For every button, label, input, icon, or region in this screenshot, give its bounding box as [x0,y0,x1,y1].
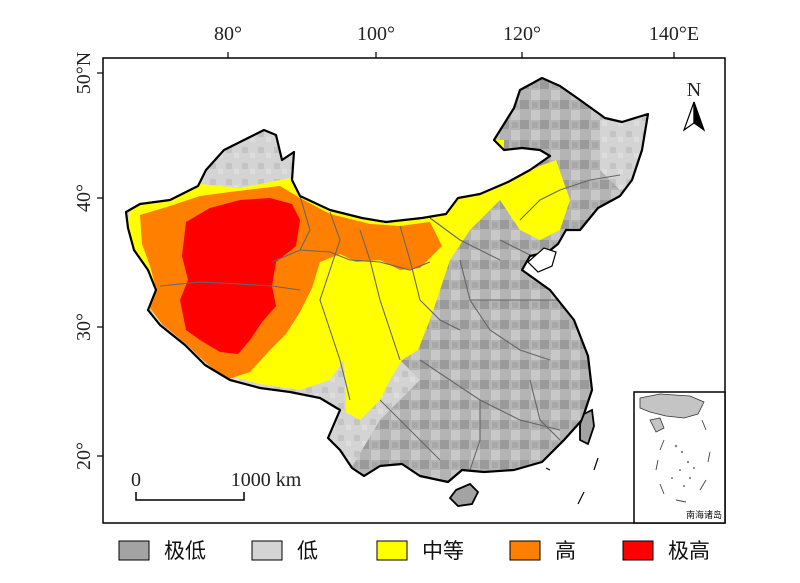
north-arrow: N [682,79,706,132]
china-outline [124,76,650,484]
lon-label-140: 140°E [649,23,699,45]
lat-label-40: 40° [73,184,95,212]
legend-item-high: 高 [509,539,576,563]
legend: 极低 低 中等 高 极高 [118,539,710,563]
scale-zero-label: 0 [131,469,141,491]
legend-item-medium: 中等 [376,539,464,563]
legend-swatch-high [509,540,541,561]
legend-item-very-high: 极高 [622,539,710,563]
zone-very-high [180,198,300,354]
lat-label-30: 30° [73,313,95,341]
legend-label-very-low: 极低 [164,539,206,563]
north-label: N [687,79,701,101]
scale-max-label: 1000 km [231,469,302,491]
legend-swatch-very-low [118,540,150,561]
legend-swatch-medium [376,540,408,561]
scale-bar: 0 1000 km [131,469,302,501]
south-china-sea-inset: 南海诸岛 [633,391,726,524]
lon-label-80: 80° [214,23,242,45]
taiwan-island [579,408,595,446]
lon-label-100: 100° [357,23,395,45]
legend-label-low: 低 [297,539,318,563]
inset-label: 南海诸岛 [686,509,722,521]
legend-swatch-low [251,540,283,561]
legend-label-medium: 中等 [422,539,464,563]
legend-label-high: 高 [555,539,576,563]
hainan-island [448,482,480,507]
legend-label-very-high: 极高 [668,539,710,563]
legend-swatch-very-high [622,540,654,561]
bohai-sea [527,247,557,273]
lat-label-50: 50°N [73,52,95,94]
nine-dash-line [545,457,599,505]
frame-ticks [97,52,675,457]
lat-label-20: 20° [73,442,95,470]
legend-item-very-low: 极低 [118,539,206,563]
lon-label-120: 120° [503,23,541,45]
province-boundaries [159,174,621,471]
legend-item-low: 低 [251,539,318,563]
